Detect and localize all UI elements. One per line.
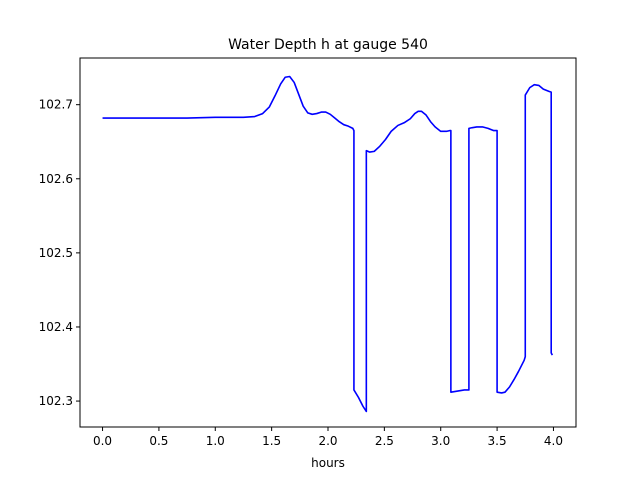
- y-tick-label: 102.4: [39, 320, 73, 334]
- x-tick-label: 1.0: [206, 434, 225, 448]
- y-tick-label: 102.5: [39, 246, 73, 260]
- x-axis-label: hours: [311, 456, 345, 470]
- x-tick-label: 2.5: [375, 434, 394, 448]
- axes-frame: [79, 57, 577, 428]
- x-tick-label: 4.0: [544, 434, 563, 448]
- y-tick-label: 102.6: [39, 172, 73, 186]
- x-tick-label: 3.5: [488, 434, 507, 448]
- x-tick-label: 2.0: [318, 434, 337, 448]
- series-line-0: [102, 75, 554, 413]
- axes-ticks: 0.0 0.5 1.0 1.5 2.0 2.5 3.0 3.5 4.0 102.3 102.4 102…: [39, 98, 563, 448]
- x-tick-label: 3.0: [431, 434, 450, 448]
- x-tick-label: 1.5: [262, 434, 281, 448]
- y-tick-label: 102.7: [39, 98, 73, 112]
- plot-area: [102, 75, 554, 413]
- x-tick-label: 0.0: [93, 434, 112, 448]
- y-tick-label: 102.3: [39, 394, 73, 408]
- chart-title: Water Depth h at gauge 540: [228, 37, 428, 53]
- x-tick-label: 0.5: [149, 434, 168, 448]
